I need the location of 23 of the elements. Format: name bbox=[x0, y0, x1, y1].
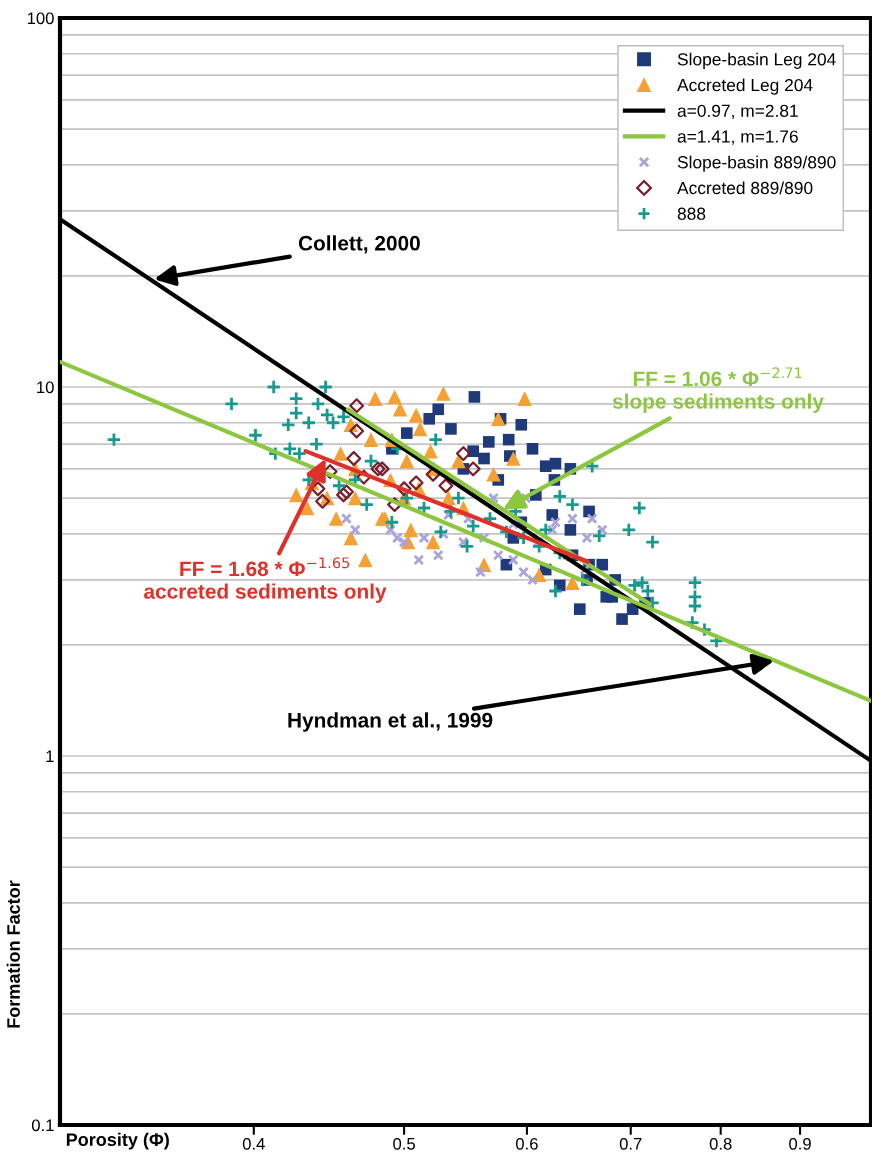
legend-label: Slope-basin 889/890 bbox=[677, 155, 836, 172]
annotation: Collett, 2000 bbox=[298, 235, 420, 254]
legend-label: Accreted 889/890 bbox=[677, 181, 813, 195]
legend-label: a=1.41, m=1.76 bbox=[677, 130, 798, 145]
x-tick-label: 0.4 bbox=[242, 1137, 265, 1150]
y-tick-label: 1 bbox=[46, 750, 54, 763]
x-tick-label: 0.9 bbox=[789, 1137, 811, 1150]
legend-label: Accreted Leg 204 bbox=[677, 78, 813, 95]
annotation: Hyndman et al., 1999 bbox=[288, 712, 493, 732]
y-tick-label: 10 bbox=[37, 381, 54, 394]
x-tick-label: 0.5 bbox=[393, 1137, 415, 1150]
y-tick-label: 0.1 bbox=[31, 1119, 54, 1132]
legend-label: a=0.97, m=2.81 bbox=[677, 104, 798, 119]
annotation: FF = 1.06 * Φ$^{−2.71}$ slope sediments only bbox=[612, 367, 824, 413]
annotation: FF = 1.68 * Φ$^{−1.65}$ accreted sediments only bbox=[144, 557, 387, 603]
x-tick-label: 0.8 bbox=[709, 1137, 732, 1150]
y-axis-title: Formation Factor bbox=[6, 880, 20, 1028]
x-tick-label: 0.7 bbox=[619, 1137, 642, 1150]
x-axis-title: Porosity (Φ) bbox=[66, 1132, 169, 1150]
legend-label: Slope-basin Leg 204 bbox=[677, 52, 836, 69]
y-tick-label: 100 bbox=[27, 12, 54, 25]
legend-label: 888 bbox=[677, 207, 706, 220]
x-tick-label: 0.6 bbox=[515, 1137, 538, 1150]
